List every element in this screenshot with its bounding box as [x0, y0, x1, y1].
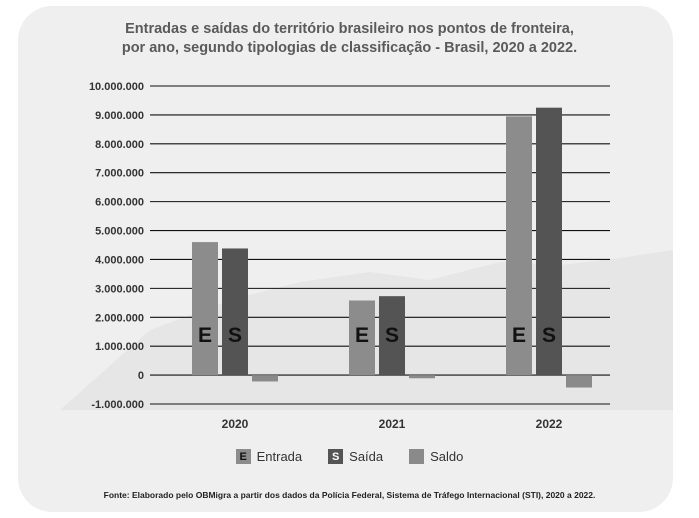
legend-swatch-saída: S [328, 449, 344, 464]
y-tick-label: 6.000.000 [95, 197, 144, 209]
source-note: Fonte: Elaborado pelo OBMigra a partir d… [103, 490, 596, 500]
y-tick-label: 5.000.000 [95, 226, 144, 238]
bar-saída-2021 [379, 296, 405, 376]
bar-entrada-2020 [192, 242, 218, 376]
legend-swatch-entrada: E [235, 449, 251, 464]
x-axis-tick-labels: 2020 2021 2022 [222, 417, 563, 431]
y-tick-label: 10.000.000 [89, 81, 144, 93]
y-tick-label: 9.000.000 [95, 110, 144, 122]
bar-saldo-2020 [252, 375, 278, 382]
y-tick-label: 7.000.000 [95, 168, 144, 180]
y-tick-label: 0 [138, 370, 144, 382]
y-tick-label: 4.000.000 [95, 254, 144, 266]
bar-letter-entrada-2020: E [198, 324, 212, 347]
x-tick-label: 2020 [222, 417, 249, 431]
x-tick-label: 2022 [536, 417, 563, 431]
legend-item-saída: S Saída [328, 449, 383, 464]
bar-letter-saída-2022: S [542, 324, 556, 347]
y-tick-label: 2.000.000 [95, 312, 144, 324]
legend: E Entrada S Saída Saldo [0, 449, 699, 464]
chart-title-line-2: por ano, segundo tipologias de classific… [121, 40, 578, 56]
y-tick-label: 1.000.000 [95, 341, 144, 353]
bar-entrada-2022 [506, 116, 532, 376]
y-tick-label: 8.000.000 [95, 139, 144, 151]
legend-item-entrada: E Entrada [235, 449, 303, 464]
legend-swatch-saldo [409, 449, 425, 464]
y-tick-label: 3.000.000 [95, 283, 144, 295]
chart-title-line-1: Entradas e saídas do território brasilei… [125, 21, 574, 37]
bar-saldo-2022 [566, 375, 592, 388]
bar-letter-entrada-2022: E [512, 324, 526, 347]
bar-saída-2022 [536, 107, 562, 376]
bar-letter-saída-2020: S [228, 324, 242, 347]
legend-label-saída: Saída [349, 449, 384, 464]
bar-saldo-2021 [409, 375, 435, 379]
chart-title: Entradas e saídas do território brasilei… [0, 20, 699, 58]
y-tick-label: -1.000.000 [91, 399, 144, 411]
bar-letter-saída-2021: S [385, 324, 399, 347]
legend-label-saldo: Saldo [430, 449, 464, 464]
x-tick-label: 2021 [379, 417, 406, 431]
bars [192, 107, 592, 388]
bar-saída-2020 [222, 248, 248, 376]
bar-entrada-2021 [349, 300, 375, 376]
y-axis-tick-labels: 10.000.000 9.000.000 8.000.000 7.000.000 6.0… [89, 81, 144, 411]
legend-item-saldo: Saldo [409, 449, 463, 464]
legend-label-entrada: Entrada [256, 449, 303, 464]
bar-letter-entrada-2021: E [355, 324, 369, 347]
